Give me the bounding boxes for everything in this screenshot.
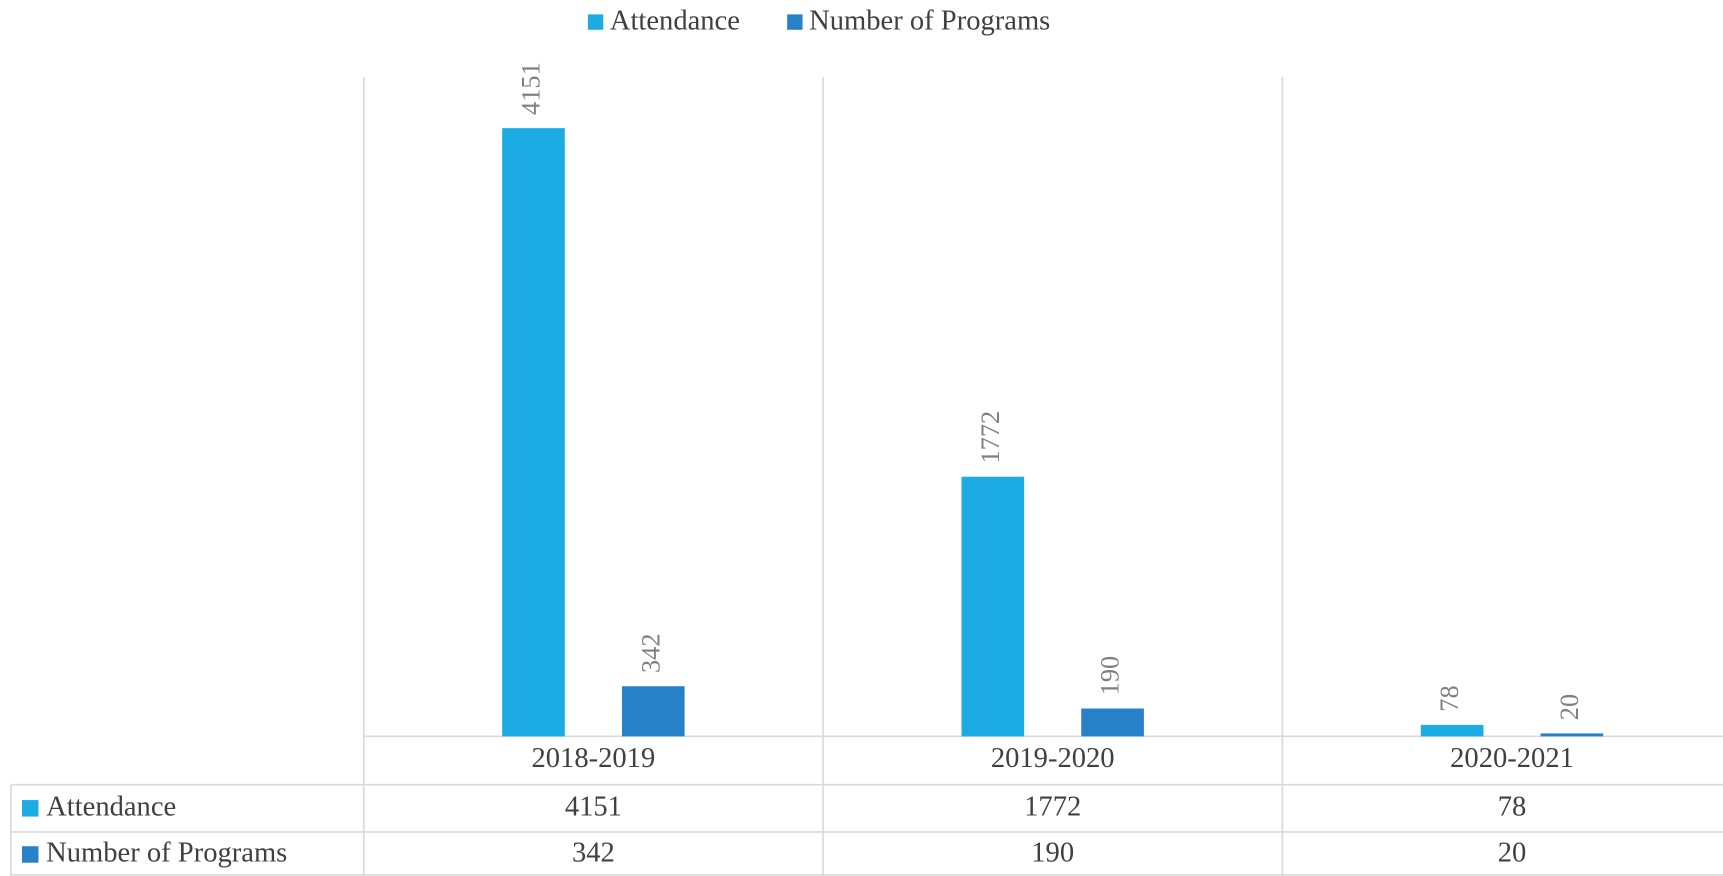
table-cell: 342 (572, 838, 615, 869)
data-label: 20 (1555, 694, 1584, 720)
legend-swatch (587, 14, 604, 30)
table-cell: 20 (1498, 838, 1527, 869)
table-cell: 4151 (565, 791, 622, 822)
table-cell: 78 (1498, 791, 1527, 822)
table-row-label: Attendance (46, 791, 176, 822)
legend-swatch (787, 14, 803, 30)
table-legend-swatch (21, 800, 39, 817)
data-label: 342 (636, 633, 665, 673)
bar (1081, 708, 1144, 737)
data-label: 78 (1435, 685, 1464, 711)
table-cell: 1772 (1024, 791, 1081, 822)
data-label: 190 (1096, 656, 1125, 696)
bar (961, 476, 1025, 737)
table-cell: 190 (1031, 838, 1074, 869)
table-legend-swatch (21, 846, 39, 863)
x-tick-label: 2020-2021 (1450, 743, 1574, 774)
legend-label: Number of Programs (809, 6, 1050, 37)
bar (1420, 724, 1484, 737)
bar (1540, 733, 1604, 737)
bar (502, 128, 565, 737)
table-borders (10, 77, 1723, 876)
x-tick-label: 2018-2019 (531, 743, 655, 774)
data-label: 1772 (976, 411, 1005, 464)
data-label: 4151 (517, 62, 546, 115)
bar (621, 686, 685, 737)
legend-label: Attendance (610, 6, 740, 37)
x-tick-label: 2019-2020 (991, 743, 1115, 774)
table-row-label: Number of Programs (46, 838, 287, 869)
